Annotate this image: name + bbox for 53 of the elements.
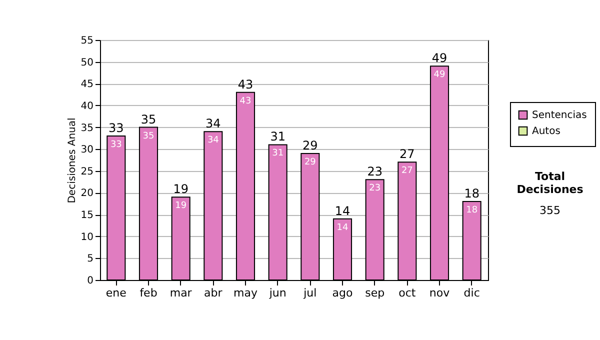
total-label: 33 <box>108 121 124 135</box>
data-label: 34 <box>207 136 220 146</box>
x-tick-label: dic <box>464 286 480 300</box>
x-tick-label: ene <box>106 286 127 300</box>
x-tick-label: oct <box>398 286 416 300</box>
data-label: 19 <box>175 201 187 212</box>
text: 355 <box>538 204 562 217</box>
y-tick-label: 55 <box>80 36 94 46</box>
y-tick-label: 25 <box>80 166 94 178</box>
data-label: 43 <box>240 96 252 106</box>
total-label: 23 <box>367 164 382 179</box>
data-label: 31 <box>272 148 284 159</box>
y-tick-label: 15 <box>80 210 94 222</box>
data-label: 18 <box>466 205 478 216</box>
data-label: 49 <box>434 70 446 80</box>
y-tick-label: 0 <box>87 276 94 286</box>
y-tick-label: 10 <box>80 232 94 243</box>
total-label: 49 <box>432 51 448 66</box>
data-label: 35 <box>142 131 154 142</box>
total-label: 14 <box>334 204 350 218</box>
x-tick-label: nov <box>429 286 450 300</box>
y-tick-label: 45 <box>80 79 94 90</box>
x-tick-label: ago <box>332 286 353 300</box>
data-label: 27 <box>401 166 413 176</box>
y-tick-label: 40 <box>80 100 94 112</box>
y-tick-label: 35 <box>80 122 94 134</box>
legend-label: Autos <box>532 126 560 137</box>
y-tick-label: 20 <box>80 188 94 200</box>
total-label: 29 <box>302 138 318 152</box>
x-tick-label: jun <box>268 286 286 300</box>
x-tick-label: abr <box>204 286 223 300</box>
y-axis-title: Decisiones Anual <box>66 118 78 204</box>
y-tick-label: 50 <box>80 57 94 68</box>
x-tick-label: jul <box>302 286 317 300</box>
x-tick-label: feb <box>140 286 158 300</box>
data-label: 23 <box>369 184 381 194</box>
total-label: 43 <box>238 77 254 92</box>
total-label: 19 <box>173 182 188 196</box>
total-label: 34 <box>206 116 221 131</box>
x-tick-label: sep <box>365 286 385 300</box>
total-label: 31 <box>270 130 286 144</box>
x-tick-label: may <box>234 286 258 300</box>
total-label: 35 <box>140 112 156 126</box>
data-label: 33 <box>110 140 122 150</box>
legend-label: Sentencias <box>532 110 587 121</box>
total-label: 27 <box>400 147 415 162</box>
data-label: 29 <box>304 157 316 168</box>
data-label: 14 <box>336 222 348 233</box>
x-tick-label: mar <box>170 286 192 300</box>
total-label: 18 <box>464 186 480 200</box>
y-tick-label: 30 <box>80 144 94 156</box>
text: Total Decisiones <box>516 170 584 196</box>
y-tick-label: 5 <box>87 254 94 265</box>
